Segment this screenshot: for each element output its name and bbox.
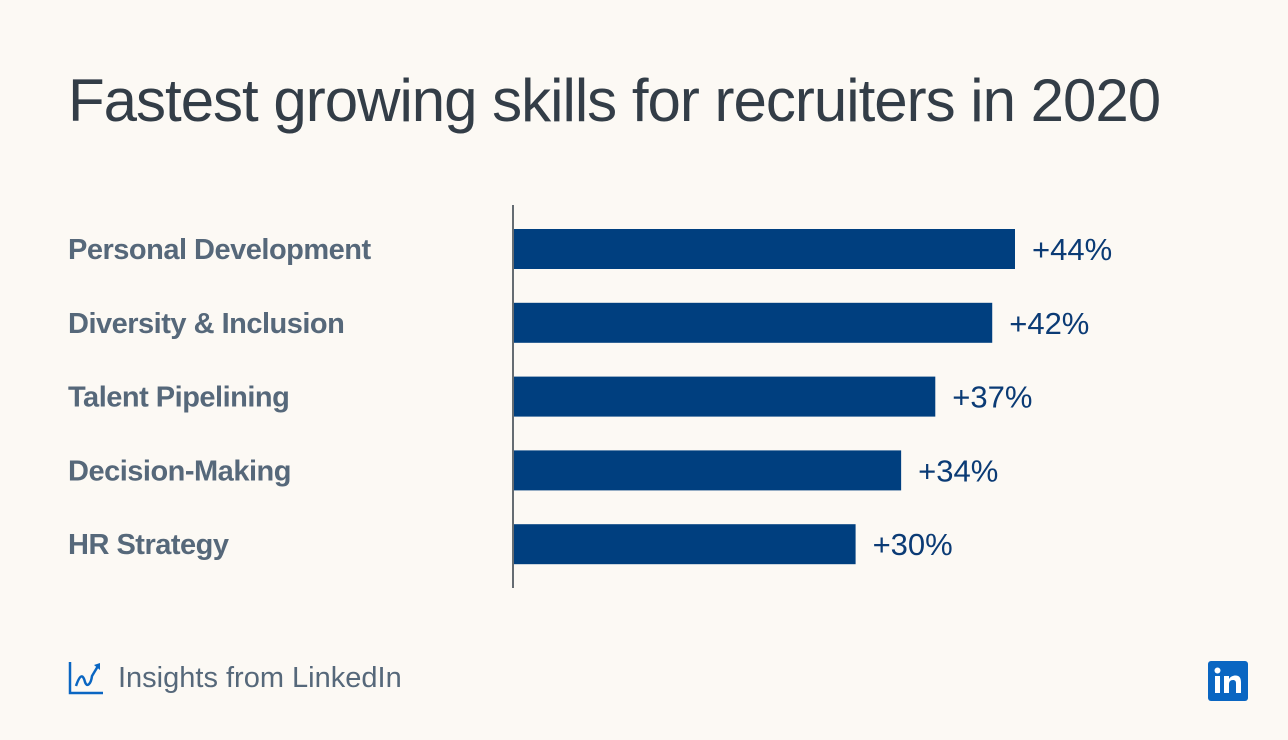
category-label: Diversity & Inclusion [68,308,344,340]
bar [514,450,902,491]
data-label: +34% [918,453,998,488]
footer-text: Insights from LinkedIn [118,661,402,694]
category-label: HR Strategy [68,529,229,561]
data-label: +44% [1032,232,1112,267]
bar [514,524,856,565]
data-label: +42% [1009,306,1089,341]
category-label: Talent Pipelining [68,382,289,414]
bar [514,302,993,343]
trend-chart-icon [68,662,103,695]
category-label: Decision-Making [68,455,291,487]
data-label: +37% [952,380,1032,415]
footer: Insights from LinkedIn [68,660,402,696]
linkedin-logo [1208,661,1248,701]
bar [514,376,936,417]
chart-title: Fastest growing skills for recruiters in… [68,67,1161,134]
data-label: +30% [873,527,953,562]
bar [514,229,1015,269]
category-label: Personal Development [68,234,371,266]
